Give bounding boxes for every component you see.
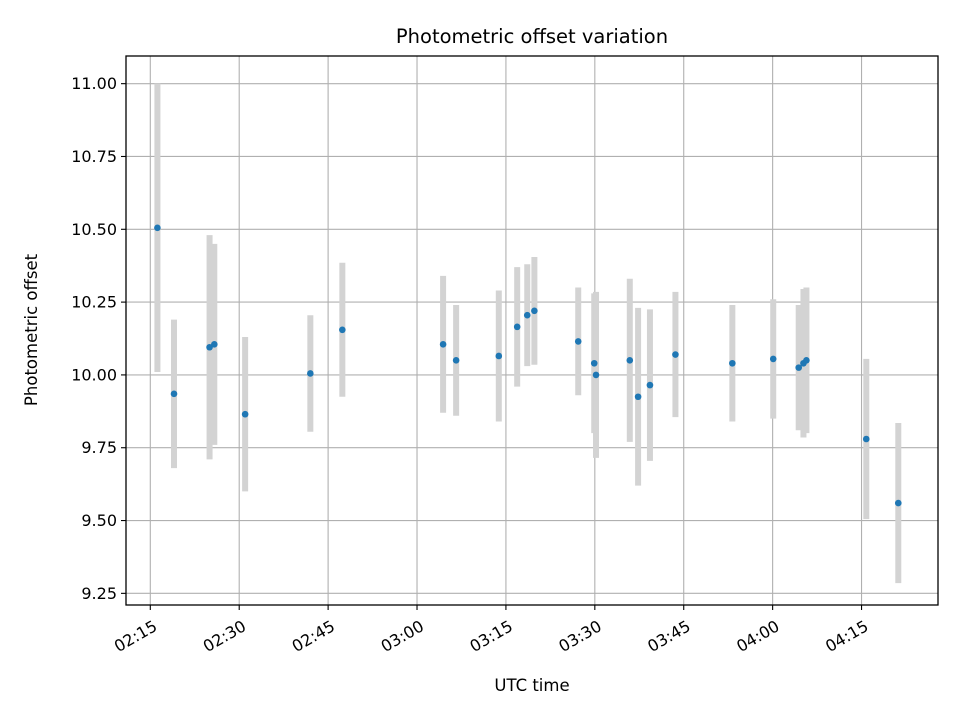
data-point xyxy=(672,351,679,358)
data-points xyxy=(154,224,902,507)
data-point xyxy=(590,359,598,367)
data-point xyxy=(307,370,314,377)
chart-title: Photometric offset variation xyxy=(396,25,668,48)
data-point xyxy=(574,338,582,345)
y-axis-title: Photometric offset xyxy=(22,253,41,406)
data-point xyxy=(523,311,531,319)
y-tick-label: 9.25 xyxy=(81,584,117,603)
data-point xyxy=(170,390,178,398)
data-point xyxy=(795,364,803,371)
data-point xyxy=(729,359,736,367)
y-tick-label: 10.50 xyxy=(71,220,117,239)
data-point xyxy=(634,393,642,401)
data-point xyxy=(862,435,870,443)
data-point xyxy=(769,355,777,363)
x-axis-title: UTC time xyxy=(494,676,569,695)
data-point xyxy=(154,224,161,232)
data-point xyxy=(894,499,902,507)
data-point xyxy=(339,326,346,334)
data-point xyxy=(592,371,600,379)
data-point xyxy=(531,307,538,315)
y-tick-label: 9.50 xyxy=(81,511,117,530)
data-point xyxy=(211,341,218,348)
data-point xyxy=(452,357,460,364)
data-point xyxy=(646,381,654,389)
y-tick-label: 11.00 xyxy=(71,74,117,93)
y-axis: 9.25 9.50 9.75 10.00 10.25 10.50 10.75 11.00 xyxy=(71,74,126,603)
y-tick-label: 10.25 xyxy=(71,293,117,312)
data-point xyxy=(495,352,503,360)
y-tick-label: 10.00 xyxy=(71,365,117,384)
plot-frame xyxy=(125,55,939,606)
data-point xyxy=(513,323,521,331)
data-point xyxy=(439,341,447,348)
data-point xyxy=(241,410,249,418)
data-point xyxy=(626,357,634,364)
y-tick-label: 10.75 xyxy=(71,147,117,166)
data-point xyxy=(803,357,810,364)
data-point xyxy=(206,343,213,351)
y-tick-label: 9.75 xyxy=(81,438,117,457)
